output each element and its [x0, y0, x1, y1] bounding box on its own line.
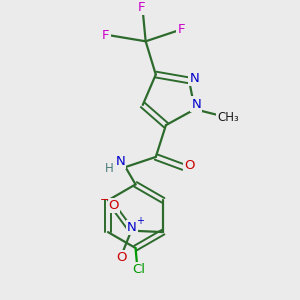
Text: F: F [138, 1, 145, 14]
Text: N: N [191, 98, 201, 110]
Text: N: N [127, 221, 137, 234]
Text: F: F [102, 29, 110, 42]
Text: O: O [184, 159, 195, 172]
Text: CH₃: CH₃ [217, 111, 239, 124]
Text: N: N [189, 72, 199, 86]
Text: H: H [105, 162, 114, 175]
Text: O: O [116, 251, 126, 264]
Text: F: F [178, 23, 185, 36]
Text: N: N [115, 155, 125, 168]
Text: O: O [109, 199, 119, 212]
Text: +: + [136, 216, 144, 226]
Text: Cl: Cl [132, 262, 145, 276]
Text: −: − [100, 195, 109, 205]
